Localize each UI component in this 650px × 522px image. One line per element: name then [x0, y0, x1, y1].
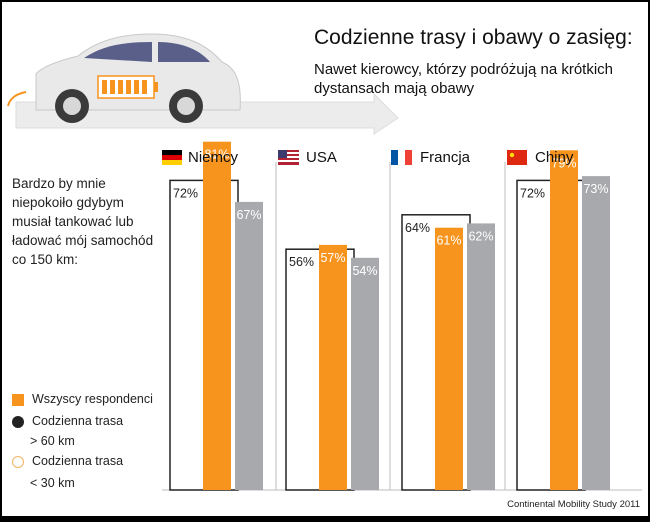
bar-short-trip [351, 257, 379, 490]
value-label-long-trip: 79% [551, 156, 576, 170]
value-label-all: 64% [405, 221, 430, 235]
page-subtitle: Nawet kierowcy, którzy podróżują na krót… [314, 61, 614, 97]
legend-label-short-2: < 30 km [30, 476, 75, 490]
flag-germany [162, 150, 182, 165]
survey-question: Bardzo by mnie niepokoiło gdybym musiał … [12, 176, 154, 267]
source-note: Continental Mobility Study 2011 [507, 499, 640, 510]
flag-china [507, 150, 527, 165]
value-label-short-trip: 62% [468, 229, 493, 243]
value-label-long-trip: 61% [436, 234, 461, 248]
country-label-chiny: Chiny [535, 149, 574, 166]
legend-label-long-2: > 60 km [30, 434, 75, 448]
page-title: Codzienne trasy i obawy o zasięg: [314, 26, 633, 49]
country-label-niemcy: Niemcy [188, 149, 239, 166]
legend-label-long-1: Codzienna trasa [32, 414, 124, 428]
flag-france [391, 150, 412, 165]
value-label-short-trip: 67% [236, 208, 261, 222]
bar-long-trip [435, 227, 463, 490]
car-illustration [7, 33, 241, 123]
value-label-all: 56% [289, 255, 314, 269]
bar-long-trip [203, 141, 231, 490]
country-label-francja: Francja [420, 149, 471, 166]
bar-short-trip [582, 176, 610, 490]
value-label-short-trip: 54% [352, 264, 377, 278]
legend-label-all: Wszyscy respondenci [32, 392, 153, 406]
value-label-all: 72% [173, 186, 198, 200]
flag-usa [278, 150, 299, 165]
chart-frame: 72% 81% 67% 56% 57% 54% 64% 61% 62% 72% 79% 73% Cod… [2, 2, 648, 516]
value-label-long-trip: 81% [204, 148, 229, 162]
value-label-all: 72% [520, 186, 545, 200]
legend-swatch-all [12, 394, 24, 406]
country-label-usa: USA [306, 149, 337, 166]
bar-long-trip [319, 244, 347, 490]
legend-swatch-long [12, 416, 24, 428]
legend-swatch-short [12, 456, 24, 468]
bar-short-trip [467, 223, 495, 490]
value-label-long-trip: 57% [320, 251, 345, 265]
legend-label-short-1: Codzienna trasa [32, 454, 124, 468]
value-label-short-trip: 73% [583, 182, 608, 196]
bar-long-trip [550, 150, 578, 491]
bar-short-trip [235, 201, 263, 490]
